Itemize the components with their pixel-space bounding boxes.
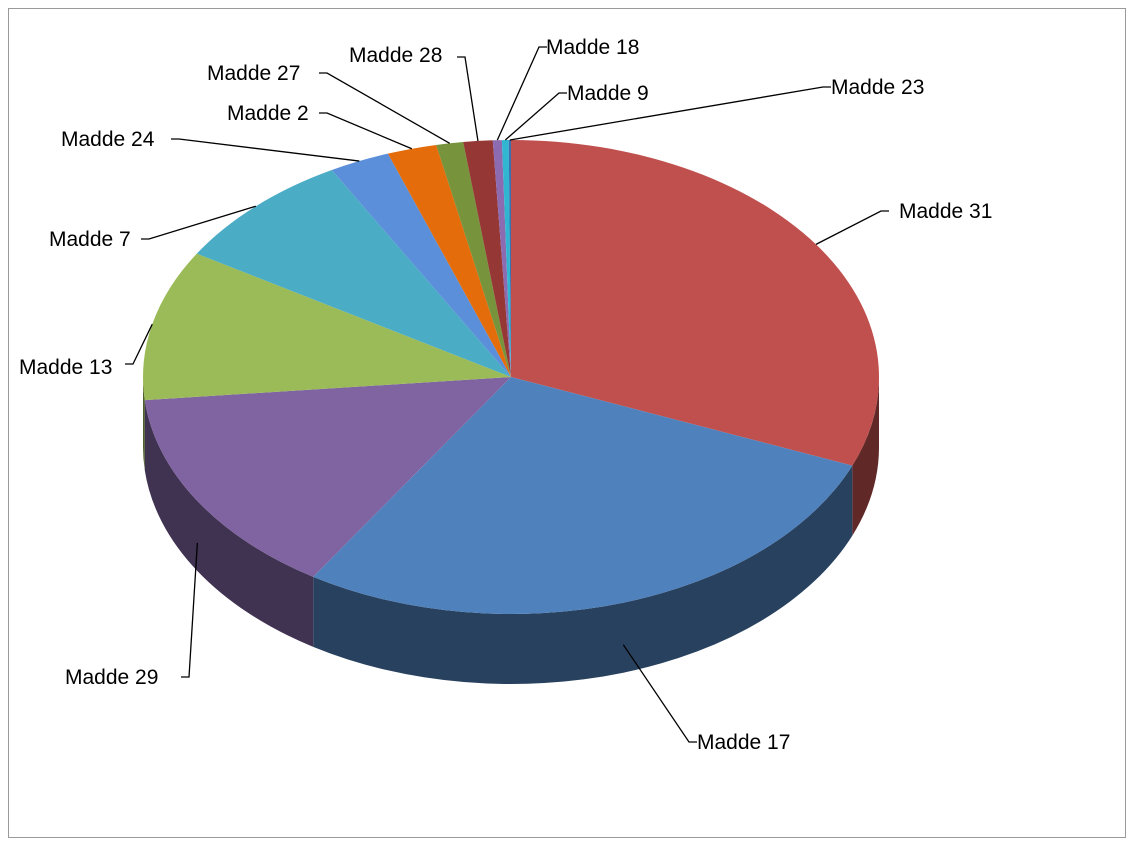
leader-madde-7	[141, 205, 257, 240]
label-madde-29: Madde 29	[65, 666, 158, 689]
slice-madde-13[interactable]	[143, 253, 511, 401]
leader-madde-17	[622, 644, 697, 743]
leader-madde-13	[125, 323, 153, 365]
slice-madde-27[interactable]	[436, 142, 511, 377]
leader-madde-23	[509, 86, 831, 141]
slice-madde-23[interactable]	[508, 140, 511, 377]
leader-madde-9	[504, 92, 567, 141]
leader-madde-18	[496, 46, 547, 141]
slice-side-madde-29	[144, 400, 314, 647]
slice-madde-28[interactable]	[463, 140, 511, 377]
slice-madde-31[interactable]	[511, 140, 879, 466]
slice-madde-2[interactable]	[387, 144, 511, 377]
label-madde-23: Madde 23	[831, 76, 924, 99]
label-madde-27: Madde 27	[207, 62, 300, 85]
leader-madde-24	[171, 138, 360, 162]
slice-madde-18[interactable]	[492, 140, 511, 377]
slice-side-madde-17	[313, 465, 853, 685]
label-madde-2: Madde 2	[227, 102, 309, 125]
label-madde-13: Madde 13	[19, 356, 112, 379]
leader-lines	[125, 46, 889, 743]
slice-labels: Madde 31 Madde 17 Madde 29 Madde 13 Madde 7 M…	[19, 36, 992, 754]
slice-madde-7[interactable]	[196, 169, 511, 377]
slice-madde-24[interactable]	[331, 153, 511, 377]
leader-madde-29	[181, 542, 199, 678]
slice-side-madde-13	[143, 377, 145, 471]
slice-madde-17[interactable]	[313, 377, 853, 614]
label-madde-31: Madde 31	[899, 200, 992, 223]
label-madde-17: Madde 17	[697, 731, 790, 754]
leader-madde-28	[457, 56, 479, 142]
leader-madde-27	[319, 72, 450, 144]
pie-sides	[143, 377, 879, 685]
label-madde-9: Madde 9	[567, 82, 649, 105]
slice-side-madde-31	[852, 377, 879, 536]
pie-chart: Madde 31 Madde 17 Madde 29 Madde 13 Madde 7 M…	[19, 36, 992, 754]
chart-area: Madde 31 Madde 17 Madde 29 Madde 13 Madde 7 M…	[8, 8, 1126, 838]
slice-madde-29[interactable]	[144, 377, 511, 577]
leader-madde-31	[815, 210, 889, 245]
pie-tops	[143, 140, 879, 614]
label-madde-24: Madde 24	[61, 128, 155, 151]
leader-madde-2	[319, 112, 413, 150]
label-madde-28: Madde 28	[349, 44, 442, 67]
slice-madde-9[interactable]	[501, 140, 511, 377]
label-madde-18: Madde 18	[546, 36, 639, 59]
label-madde-7: Madde 7	[49, 228, 131, 251]
